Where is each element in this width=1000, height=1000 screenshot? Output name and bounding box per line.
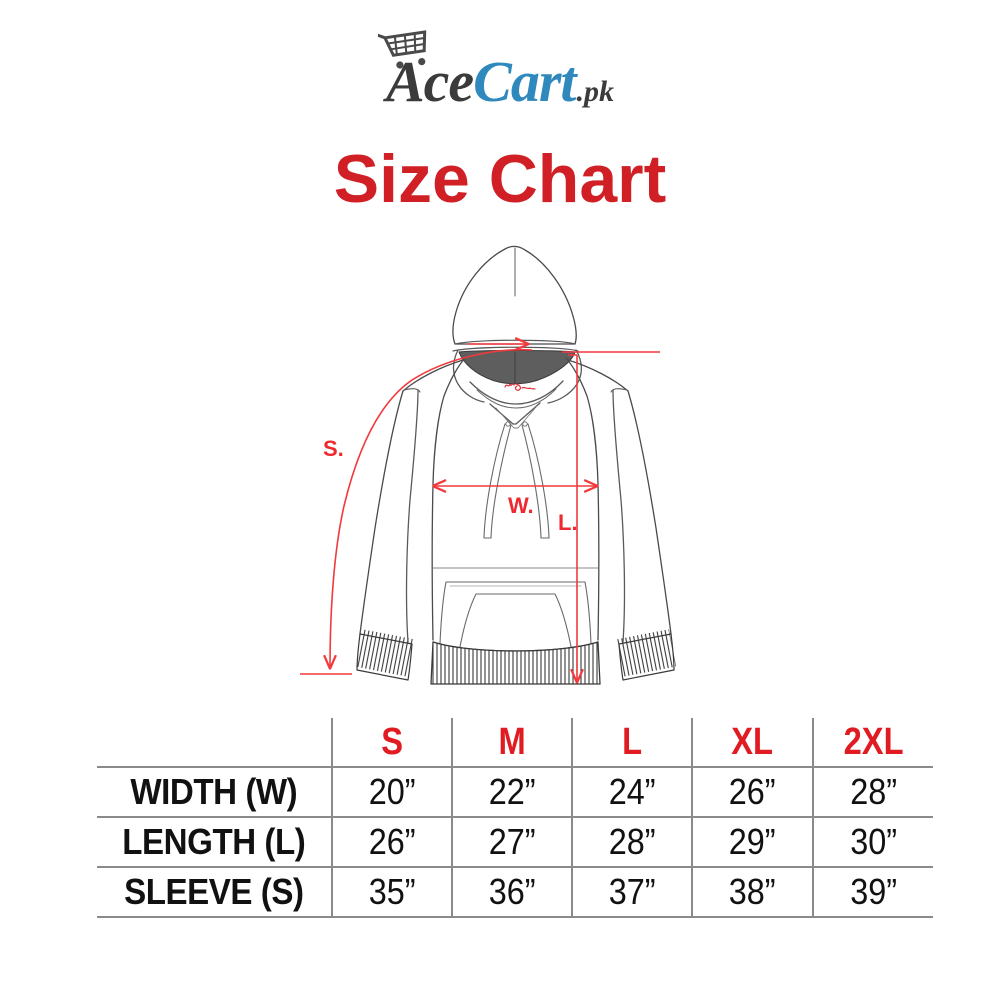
cuff-left-rib bbox=[354, 629, 416, 677]
sleeve-left-outer bbox=[359, 359, 464, 635]
cell-length-2xl: 30” bbox=[817, 816, 927, 867]
cell-width-m: 22” bbox=[456, 766, 567, 817]
eyelet-left bbox=[505, 421, 511, 427]
cell-length-xl: 29” bbox=[697, 816, 807, 867]
brand-tld: .pk bbox=[576, 75, 615, 108]
length-measure-label: L. bbox=[558, 510, 578, 535]
collar-line-inner bbox=[476, 388, 557, 409]
waistband-outline bbox=[430, 641, 601, 685]
drawstring-right-inner bbox=[521, 424, 542, 539]
waistband-rib bbox=[431, 642, 600, 684]
armhole-left bbox=[403, 388, 421, 393]
table-row-sleeve: SLEEVE (S) 35” 36” 37” 38” 39” bbox=[97, 866, 933, 918]
table-corner-cell bbox=[97, 718, 332, 767]
cuff-right-outline bbox=[618, 633, 675, 681]
column-header-xl: XL bbox=[699, 718, 805, 767]
hoodie-illustration: S. W. L. bbox=[300, 238, 700, 708]
cell-sleeve-m: 36” bbox=[456, 866, 567, 918]
kangaroo-pocket bbox=[439, 581, 592, 654]
sleeve-left-inner-seam bbox=[405, 389, 419, 643]
cuff-left-outline bbox=[356, 633, 413, 681]
cell-sleeve-2xl: 39” bbox=[817, 866, 927, 918]
cell-length-m: 27” bbox=[456, 816, 567, 867]
brand-logo: Ace Cart .pk bbox=[0, 30, 1000, 120]
drawstring-left-outer bbox=[483, 423, 506, 539]
sleeve-measure-label: S. bbox=[323, 436, 344, 461]
body-left-side bbox=[431, 357, 466, 641]
drawstring-left-inner bbox=[490, 424, 512, 539]
drawstring-right-outer bbox=[527, 423, 550, 539]
row-label-sleeve: SLEEVE (S) bbox=[106, 866, 323, 918]
cell-length-l: 28” bbox=[577, 816, 687, 867]
cuff-right-rib bbox=[615, 629, 677, 677]
column-header-l: L bbox=[579, 718, 684, 767]
column-header-2xl: 2XL bbox=[820, 718, 925, 767]
brand-name-cart: Cart bbox=[473, 49, 576, 114]
eyelet-right bbox=[522, 421, 528, 427]
sleeve-right-inner-seam bbox=[612, 389, 626, 643]
width-measure-label: W. bbox=[508, 493, 534, 518]
column-header-s: S bbox=[339, 718, 444, 767]
cell-width-2xl: 28” bbox=[817, 766, 927, 817]
table-row-length: LENGTH (L) 26” 27” 28” 29” 30” bbox=[97, 816, 933, 867]
size-chart-table-container: S M L XL 2XL WIDTH (W) 20” 22” 24” 26” 2… bbox=[97, 718, 933, 918]
cell-length-s: 26” bbox=[336, 816, 446, 867]
cell-width-s: 20” bbox=[336, 766, 446, 817]
row-label-length: LENGTH (L) bbox=[106, 816, 323, 867]
cell-sleeve-s: 35” bbox=[336, 866, 446, 918]
armhole-right bbox=[610, 388, 628, 393]
row-label-width: WIDTH (W) bbox=[106, 766, 323, 817]
sleeve-right-outer bbox=[567, 359, 672, 635]
measurement-annotations bbox=[300, 344, 660, 682]
neck-v-opening bbox=[489, 402, 541, 425]
page-title: Size Chart bbox=[333, 141, 667, 217]
cell-sleeve-xl: 38” bbox=[697, 866, 807, 918]
body-left-shoulder-sleeve bbox=[392, 358, 465, 642]
cell-width-xl: 26” bbox=[697, 766, 807, 817]
size-chart-table: S M L XL 2XL WIDTH (W) 20” 22” 24” 26” 2… bbox=[97, 718, 933, 918]
cell-width-l: 24” bbox=[577, 766, 687, 817]
sleeve-measure-line bbox=[330, 348, 533, 668]
hoodie-drawing bbox=[354, 245, 677, 685]
body-right-side bbox=[565, 357, 600, 641]
table-header-row: S M L XL 2XL bbox=[97, 718, 933, 767]
column-header-m: M bbox=[459, 718, 564, 767]
table-row-width: WIDTH (W) 20” 22” 24” 26” 28” bbox=[97, 766, 933, 817]
brand-script-mark bbox=[504, 383, 536, 391]
shopping-cart-icon bbox=[377, 30, 427, 69]
collar-line bbox=[469, 380, 564, 405]
brand-logo-inner: Ace Cart .pk bbox=[377, 30, 615, 114]
neck-v-inner bbox=[495, 406, 537, 429]
cell-sleeve-l: 37” bbox=[577, 866, 687, 918]
